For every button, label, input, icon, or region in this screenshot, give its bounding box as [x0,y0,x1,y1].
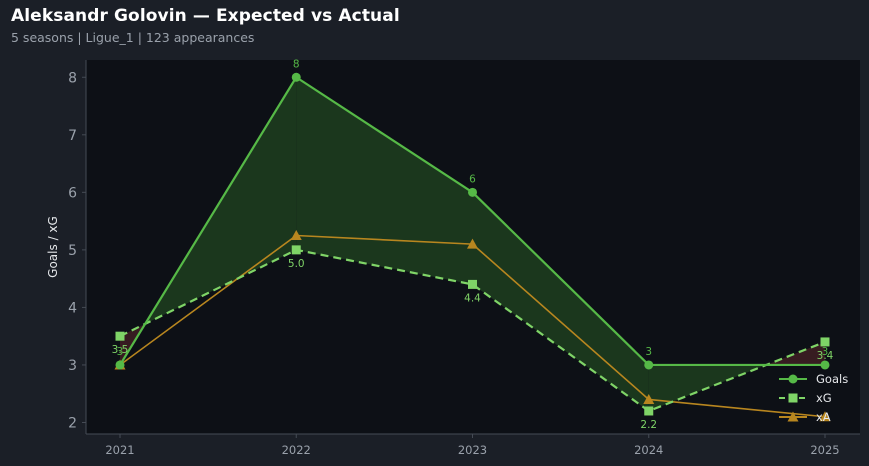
x-tick-label: 2025 [810,443,839,457]
point-goals [291,72,301,82]
y-tick-label: 4 [68,300,77,316]
axes-group: 2 3 4 5 6 7 8 2021 2022 2023 2024 2025 [68,60,860,457]
data-label-xg: 5.0 [288,258,305,270]
legend: Goals xG xA [779,372,848,424]
data-label-xg: 3.5 [112,344,129,356]
legend-marker-goals [788,374,798,384]
x-tick-label: 2021 [105,443,134,457]
point-xg [820,337,830,347]
legend-label-goals: Goals [816,372,848,386]
point-goals [644,360,654,370]
y-tick-label: 2 [68,415,77,431]
point-xa [819,411,831,422]
fill-between-segment [472,192,649,411]
point-xg [468,279,477,289]
point-goals [115,360,125,370]
point-xg [115,331,125,341]
point-xa [643,393,655,404]
data-label-goals: 3 [822,346,829,358]
chart-title: Aleksandr Golovin — Expected vs Actual [11,6,400,26]
y-tick-label: 3 [68,358,77,374]
data-label-goals: 6 [469,173,476,185]
y-tick-label: 8 [68,70,77,86]
point-xg [291,245,301,255]
data-label-goals: 8 [293,58,300,70]
point-xa [467,238,478,249]
series-line-xg [119,248,826,413]
y-tick-label: 7 [68,128,77,144]
series-group [114,72,831,422]
legend-label-xa: xA [816,410,831,424]
data-label-xg: 2.2 [640,419,657,431]
x-tick-label: 2024 [634,443,663,457]
legend-label-xg: xG [816,391,832,405]
point-goals [468,187,477,197]
point-xa [290,229,302,240]
y-tick-label: 5 [68,243,77,259]
legend-marker-xa [787,411,799,422]
x-tick-label: 2023 [458,443,487,457]
data-label-goals: 3 [117,346,124,358]
data-label-xg: 3.4 [817,350,834,362]
fill-between-segment [296,77,473,285]
y-tick-label: 6 [68,185,77,201]
point-xg [644,406,654,416]
data-label-goals: 3 [645,346,652,358]
legend-marker-xg [788,393,798,403]
point-goals [820,360,830,370]
data-label-xg: 4.4 [464,292,481,304]
chart-subtitle: 5 seasons | Ligue_1 | 123 appearances [11,30,255,45]
x-tick-label: 2022 [282,443,311,457]
y-axis-label: Goals / xG [46,216,60,278]
